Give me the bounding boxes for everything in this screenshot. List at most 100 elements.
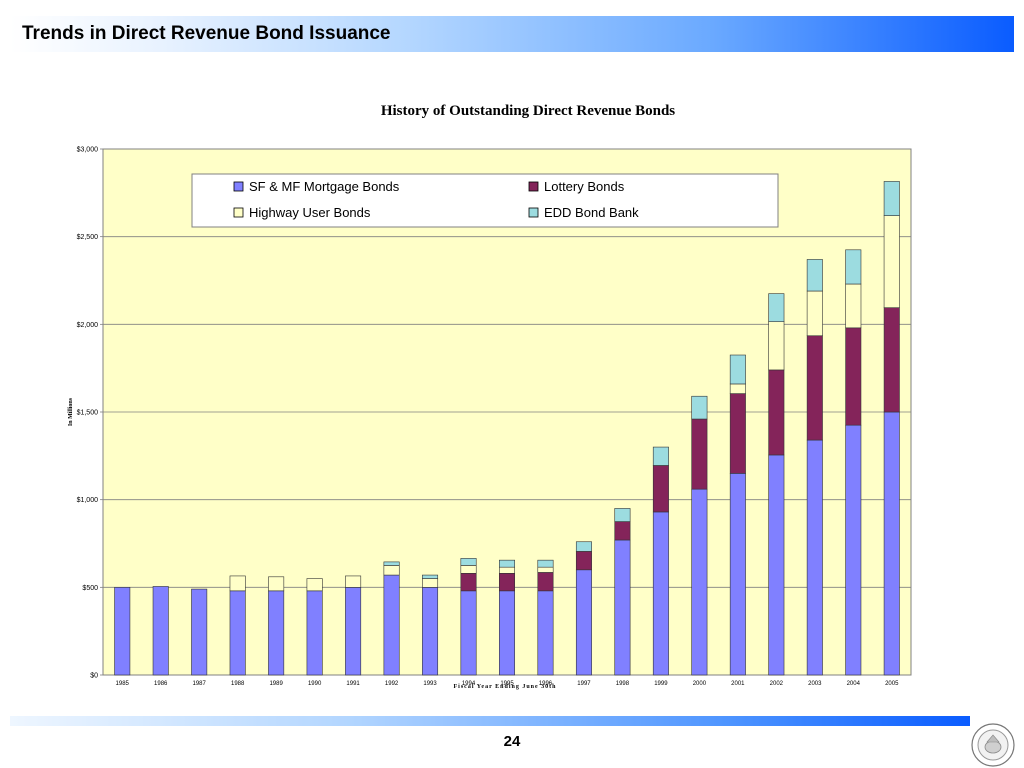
y-tick-label: $0 [90, 673, 98, 680]
y-tick-label: $1,000 [77, 497, 99, 504]
x-axis-ticks: 1985 1986 1987 1988 1989 1990 1991 1992 1993 1994… [116, 681, 900, 687]
x-tick-label: 1995 [500, 681, 514, 687]
bar-segment-2 [460, 573, 477, 592]
bar-segment-4 [652, 446, 669, 466]
x-tick-label: 2005 [885, 681, 899, 687]
x-tick-label: 1991 [346, 681, 360, 687]
legend-label: EDD Bond Bank [544, 205, 639, 220]
page-number: 24 [503, 733, 521, 750]
bar-segment-1 [114, 587, 131, 676]
y-axis-label: In Millions [68, 397, 74, 426]
bar-segment-2 [575, 551, 592, 571]
state-seal-icon [971, 723, 1015, 767]
bar-segment-2 [883, 307, 900, 413]
bar-segment-2 [537, 572, 554, 592]
x-tick-label: 1989 [269, 681, 283, 687]
bar-segment-3 [460, 565, 477, 574]
x-tick-label: 2000 [693, 681, 707, 687]
legend-label: Highway User Bonds [249, 205, 371, 220]
bar-segment-2 [691, 418, 708, 490]
x-tick-label: 1998 [616, 681, 630, 687]
bars [114, 181, 900, 676]
bar-segment-3 [537, 566, 554, 573]
bar-segment-1 [191, 588, 208, 676]
bar-segment-1 [575, 569, 592, 676]
bar-segment-4 [691, 395, 708, 420]
bar-segment-4 [768, 293, 785, 323]
bar-segment-3 [383, 565, 400, 576]
title-bar: Trends in Direct Revenue Bond Issuance [10, 16, 1014, 52]
bar-segment-3 [845, 283, 862, 329]
x-tick-label: 1985 [116, 681, 130, 687]
bar-segment-3 [806, 290, 823, 337]
bar-segment-4 [614, 508, 631, 522]
bar-segment-2 [845, 327, 862, 426]
legend-swatch [233, 207, 244, 218]
x-tick-label: 1999 [654, 681, 668, 687]
bar-segment-1 [499, 590, 515, 676]
bar-segment-4 [383, 561, 400, 566]
bar-segment-4 [537, 559, 554, 568]
bar-segment-1 [652, 511, 669, 676]
x-tick-label: 1987 [193, 681, 207, 687]
x-tick-label: 1997 [577, 681, 591, 687]
bar-segment-1 [614, 539, 631, 676]
x-tick-label: 1993 [423, 681, 437, 687]
y-tick-label: $1,500 [77, 410, 99, 417]
bar-segment-1 [306, 590, 323, 676]
x-tick-label: 1992 [385, 681, 399, 687]
legend-swatch [233, 181, 244, 192]
bar-segment-3 [729, 383, 746, 394]
x-tick-label: 1990 [308, 681, 322, 687]
y-tick-label: $3,000 [77, 147, 99, 154]
x-tick-label: 2002 [770, 681, 784, 687]
bar-segment-4 [460, 558, 477, 566]
bar-segment-2 [806, 335, 823, 441]
bar-segment-3 [345, 575, 362, 588]
x-tick-label: 2001 [731, 681, 745, 687]
bar-segment-1 [268, 590, 285, 676]
bar-segment-1 [345, 587, 362, 676]
bar-segment-4 [883, 181, 900, 216]
x-tick-label: 2004 [847, 681, 861, 687]
bar-segment-4 [729, 354, 746, 385]
bar-segment-2 [652, 465, 669, 513]
chart-title: History of Outstanding Direct Revenue Bo… [381, 103, 675, 119]
bar-segment-1 [537, 590, 554, 676]
bar-segment-4 [499, 559, 515, 568]
slide-title: Trends in Direct Revenue Bond Issuance [22, 23, 391, 44]
bar-segment-1 [806, 439, 823, 676]
bar-segment-1 [768, 454, 785, 676]
bar-segment-4 [575, 541, 592, 552]
x-tick-label: 2003 [808, 681, 822, 687]
x-axis-label: Fiscal Year Ending June 30th [453, 684, 556, 690]
y-tick-label: $2,000 [77, 322, 99, 329]
bar-segment-2 [729, 393, 746, 474]
legend-label: SF & MF Mortgage Bonds [249, 179, 400, 194]
bar-segment-1 [883, 411, 900, 676]
bar-segment-1 [729, 473, 746, 676]
bar-segment-3 [229, 575, 246, 592]
legend-swatch [528, 181, 539, 192]
bar-segment-4 [845, 249, 862, 285]
x-tick-label: 1994 [462, 681, 476, 687]
bar-segment-1 [229, 590, 246, 676]
bar-segment-1 [460, 590, 477, 676]
bar-segment-1 [152, 586, 169, 676]
y-tick-label: $500 [82, 585, 98, 592]
legend-swatch [528, 207, 539, 218]
bar-segment-4 [806, 259, 823, 292]
x-tick-label: 1986 [154, 681, 168, 687]
y-axis-ticks: $0 $500 $1,000 $1,500 $2,000 $2,500 $3,000 [77, 147, 103, 680]
bar-segment-3 [268, 576, 285, 592]
x-tick-label: 1988 [231, 681, 245, 687]
bar-segment-3 [768, 321, 785, 371]
x-tick-label: 1996 [539, 681, 553, 687]
bar-segment-2 [768, 369, 785, 456]
bar-segment-3 [422, 578, 439, 588]
legend: SF & MF Mortgage Bonds Lottery Bonds Highw… [191, 173, 779, 228]
bar-segment-1 [845, 424, 862, 676]
bar-segment-1 [691, 488, 708, 676]
bar-segment-3 [499, 566, 515, 574]
